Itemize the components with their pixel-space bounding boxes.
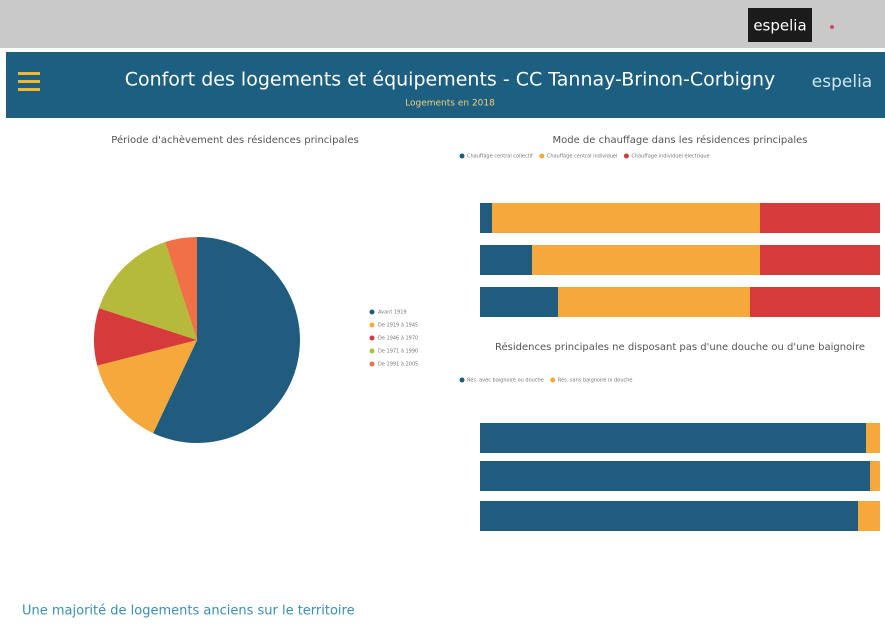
pie-slice (94, 308, 197, 366)
menu-line (18, 72, 40, 75)
legend-marker (550, 377, 556, 383)
menu-line (18, 88, 40, 91)
legend-label: Chauffage central collectif (467, 154, 533, 160)
top-bar (0, 0, 885, 48)
bar-segment (480, 245, 532, 275)
bar-segment (760, 203, 880, 233)
bar-segment (480, 203, 492, 233)
bar-segment (532, 245, 760, 275)
logo: espelia (812, 72, 872, 92)
title: Confort des logements et équipements - C… (125, 69, 776, 91)
bar-segment (480, 461, 870, 491)
logo: espelia (753, 17, 806, 35)
bar-segment (858, 501, 880, 531)
bar-segment (492, 203, 760, 233)
bar-segment (480, 287, 558, 317)
chart-title: Période d'achèvement des résidences prin… (111, 134, 358, 146)
legend-marker (369, 348, 375, 354)
bar-segment (750, 287, 880, 317)
header-bar (6, 52, 885, 118)
bar-segment (558, 287, 750, 317)
bar-segment (870, 461, 880, 491)
bar-segment (866, 423, 880, 453)
legend-label: Chauffage individuel électrique (631, 153, 709, 160)
legend-marker (459, 153, 465, 159)
legend-marker (539, 153, 545, 159)
footer-text: Une majorité de logements anciens sur le… (22, 604, 355, 619)
legend-label: De 1971 à 1990 (378, 348, 418, 355)
pie-slice (99, 242, 197, 340)
pie-slice (153, 237, 300, 443)
legend-marker (369, 335, 375, 341)
legend-marker (369, 322, 375, 328)
chart-title: Résidences principales ne disposant pas … (495, 341, 865, 353)
legend-marker (623, 153, 629, 159)
chart-title: Mode de chauffage dans les résidences pr… (553, 134, 808, 146)
legend-label: Avant 1919 (378, 310, 407, 316)
legend-marker (369, 309, 375, 315)
legend-label: De 1946 à 1970 (378, 335, 418, 342)
legend-marker (369, 361, 375, 367)
logo-box (748, 8, 812, 42)
bar-segment (760, 245, 880, 275)
legend-label: Chauffage central individuel (547, 154, 618, 160)
menu-icon[interactable] (18, 72, 40, 91)
legend-marker (459, 377, 465, 383)
legend-label: Rés. sans baignoire ni douche (558, 377, 633, 384)
legend-label: De 1919 à 1945 (378, 322, 418, 329)
bar-segment (480, 501, 858, 531)
menu-line (18, 80, 40, 83)
dot (830, 25, 834, 29)
subtitle: Logements en 2018 (405, 99, 495, 109)
legend-label: De 1991 à 2005 (378, 361, 418, 368)
legend-label: Rés. avec baignoire ou douche (467, 377, 544, 384)
pie-slice (97, 340, 197, 434)
bar-segment (480, 423, 866, 453)
pie-slice (165, 237, 197, 340)
